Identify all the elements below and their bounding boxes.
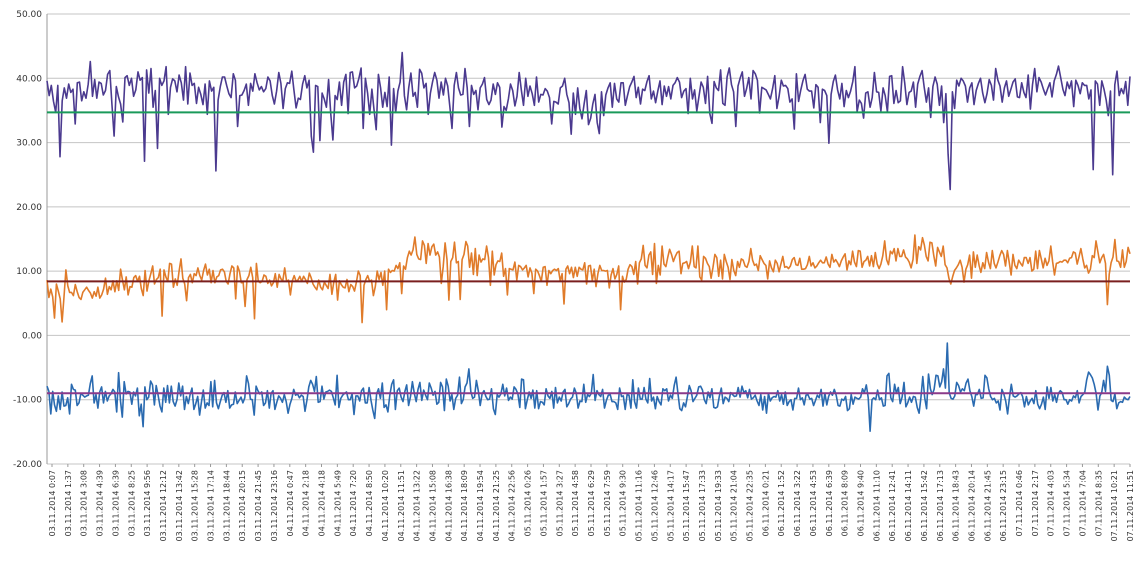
x-tick-label: 04.11.2014 8:50 — [365, 470, 374, 536]
x-tick-label: 05.11.2014 14:17 — [666, 470, 675, 541]
x-tick-label: 05.11.2014 15:47 — [682, 470, 691, 541]
x-tick-label: 06.11.2014 0:21 — [761, 470, 770, 536]
x-tick-label: 03.11.2014 18:44 — [222, 470, 231, 541]
x-tick-label: 04.11.2014 7:20 — [349, 470, 358, 536]
x-tick-label: 06.11.2014 20:14 — [967, 470, 976, 541]
x-tick-label: 07.11.2014 7:04 — [1078, 470, 1087, 536]
x-tick-label: 05.11.2014 0:26 — [524, 470, 533, 536]
x-tick-label: 04.11.2014 21:25 — [492, 470, 501, 541]
x-tick-label: 07.11.2014 4:03 — [1047, 470, 1056, 536]
x-tick-label: 05.11.2014 11:16 — [635, 470, 644, 541]
x-tick-label: 07.11.2014 2:17 — [1031, 470, 1040, 536]
x-tick-label: 05.11.2014 12:46 — [650, 470, 659, 541]
x-tick-label: 03.11.2014 17:14 — [207, 470, 216, 541]
x-tick-label: 05.11.2014 4:58 — [571, 470, 580, 536]
y-tick-label: 30.00 — [16, 139, 42, 149]
x-tick-label: 04.11.2014 18:09 — [460, 470, 469, 541]
x-tick-label: 07.11.2014 8:35 — [1094, 470, 1103, 536]
x-tick-label: 03.11.2014 15:28 — [191, 470, 200, 541]
x-tick-label: 06.11.2014 17:13 — [936, 470, 945, 541]
x-tick-label: 05.11.2014 7:59 — [603, 470, 612, 536]
x-tick-label: 04.11.2014 0:47 — [286, 470, 295, 536]
series-line-2 — [46, 234, 1131, 324]
y-tick-label: 0.00 — [22, 331, 42, 341]
reference-lines — [47, 111, 1130, 395]
y-tick-label: 50.00 — [16, 10, 42, 20]
x-tick-label: 06.11.2014 3:22 — [793, 470, 802, 536]
x-tick-label: 03.11.2014 21:45 — [254, 470, 263, 541]
x-tick-label: 05.11.2014 9:30 — [619, 470, 628, 536]
x-tick-label: 06.11.2014 12:41 — [888, 470, 897, 541]
x-tick-label: 04.11.2014 11:51 — [397, 470, 406, 541]
x-tick-label: 05.11.2014 3:27 — [555, 470, 564, 536]
y-tick-label: -20.00 — [13, 460, 42, 470]
x-tick-label: 03.11.2014 12:12 — [159, 470, 168, 541]
x-tick-label: 07.11.2014 11:51 — [1126, 470, 1135, 541]
x-tick-label: 03.11.2014 4:39 — [96, 470, 105, 536]
x-tick-label: 04.11.2014 22:56 — [508, 470, 517, 541]
y-axis-ticks: 50.00 40.00 30.00 20.00 10.00 0.00 -10.00 -20.0… — [13, 10, 42, 470]
y-tick-label: -10.00 — [13, 396, 42, 406]
series-line-3 — [46, 342, 1131, 433]
y-tick-label: 10.00 — [16, 267, 42, 277]
x-tick-label: 06.11.2014 1:52 — [777, 470, 786, 536]
x-tick-label: 03.11.2014 20:15 — [238, 470, 247, 541]
x-tick-label: 04.11.2014 13:22 — [413, 470, 422, 541]
x-tick-label: 03.11.2014 0:07 — [48, 470, 57, 536]
x-tick-label: 05.11.2014 1:57 — [539, 470, 548, 536]
x-tick-label: 06.11.2014 11:10 — [872, 470, 881, 541]
series-lines — [46, 51, 1131, 433]
x-tick-label: 04.11.2014 15:08 — [428, 470, 437, 541]
x-tick-label: 07.11.2014 10:21 — [1110, 470, 1119, 541]
x-tick-label: 07.11.2014 0:46 — [1015, 470, 1024, 536]
y-tick-label: 40.00 — [16, 74, 42, 84]
x-tick-label: 04.11.2014 19:54 — [476, 470, 485, 541]
x-tick-label: 06.11.2014 14:11 — [904, 470, 913, 541]
x-tick-label: 06.11.2014 8:09 — [841, 470, 850, 536]
x-tick-label: 06.11.2014 23:15 — [999, 470, 1008, 541]
x-tick-label: 03.11.2014 6:39 — [111, 470, 120, 536]
x-tick-label: 03.11.2014 23:16 — [270, 470, 279, 541]
x-tick-label: 06.11.2014 18:43 — [952, 470, 961, 541]
x-tick-label: 03.11.2014 8:25 — [127, 470, 136, 536]
x-tick-label: 03.11.2014 9:56 — [143, 470, 152, 536]
x-tick-label: 05.11.2014 19:33 — [714, 470, 723, 541]
x-tick-label: 06.11.2014 9:40 — [857, 470, 866, 536]
x-tick-label: 06.11.2014 6:39 — [825, 470, 834, 536]
x-tick-label: 04.11.2014 5:49 — [333, 470, 342, 536]
x-tick-label: 05.11.2014 6:29 — [587, 470, 596, 536]
x-tick-label: 07.11.2014 5:34 — [1063, 470, 1072, 536]
x-tick-label: 04.11.2014 2:18 — [302, 470, 311, 536]
x-tick-label: 04.11.2014 4:18 — [318, 470, 327, 536]
series-line-1 — [46, 51, 1131, 191]
x-tick-label: 06.11.2014 15:42 — [920, 470, 929, 541]
x-tick-label: 05.11.2014 17:33 — [698, 470, 707, 541]
x-tick-label: 06.11.2014 21:45 — [983, 470, 992, 541]
x-tick-label: 04.11.2014 16:38 — [444, 470, 453, 541]
x-tick-label: 03.11.2014 13:42 — [175, 470, 184, 541]
x-tick-label: 05.11.2014 21:04 — [730, 470, 739, 541]
x-tick-label: 03.11.2014 1:37 — [64, 470, 73, 536]
y-tick-label: 20.00 — [16, 203, 42, 213]
x-tick-label: 05.11.2014 22:35 — [746, 470, 755, 541]
x-tick-label: 03.11.2014 3:08 — [80, 470, 89, 536]
x-tick-label: 06.11.2014 4:53 — [809, 470, 818, 536]
x-tick-label: 04.11.2014 10:20 — [381, 470, 390, 541]
x-axis-ticks: 03.11.2014 0:07 03.11.2014 1:37 03.11.2014… — [48, 464, 1135, 541]
